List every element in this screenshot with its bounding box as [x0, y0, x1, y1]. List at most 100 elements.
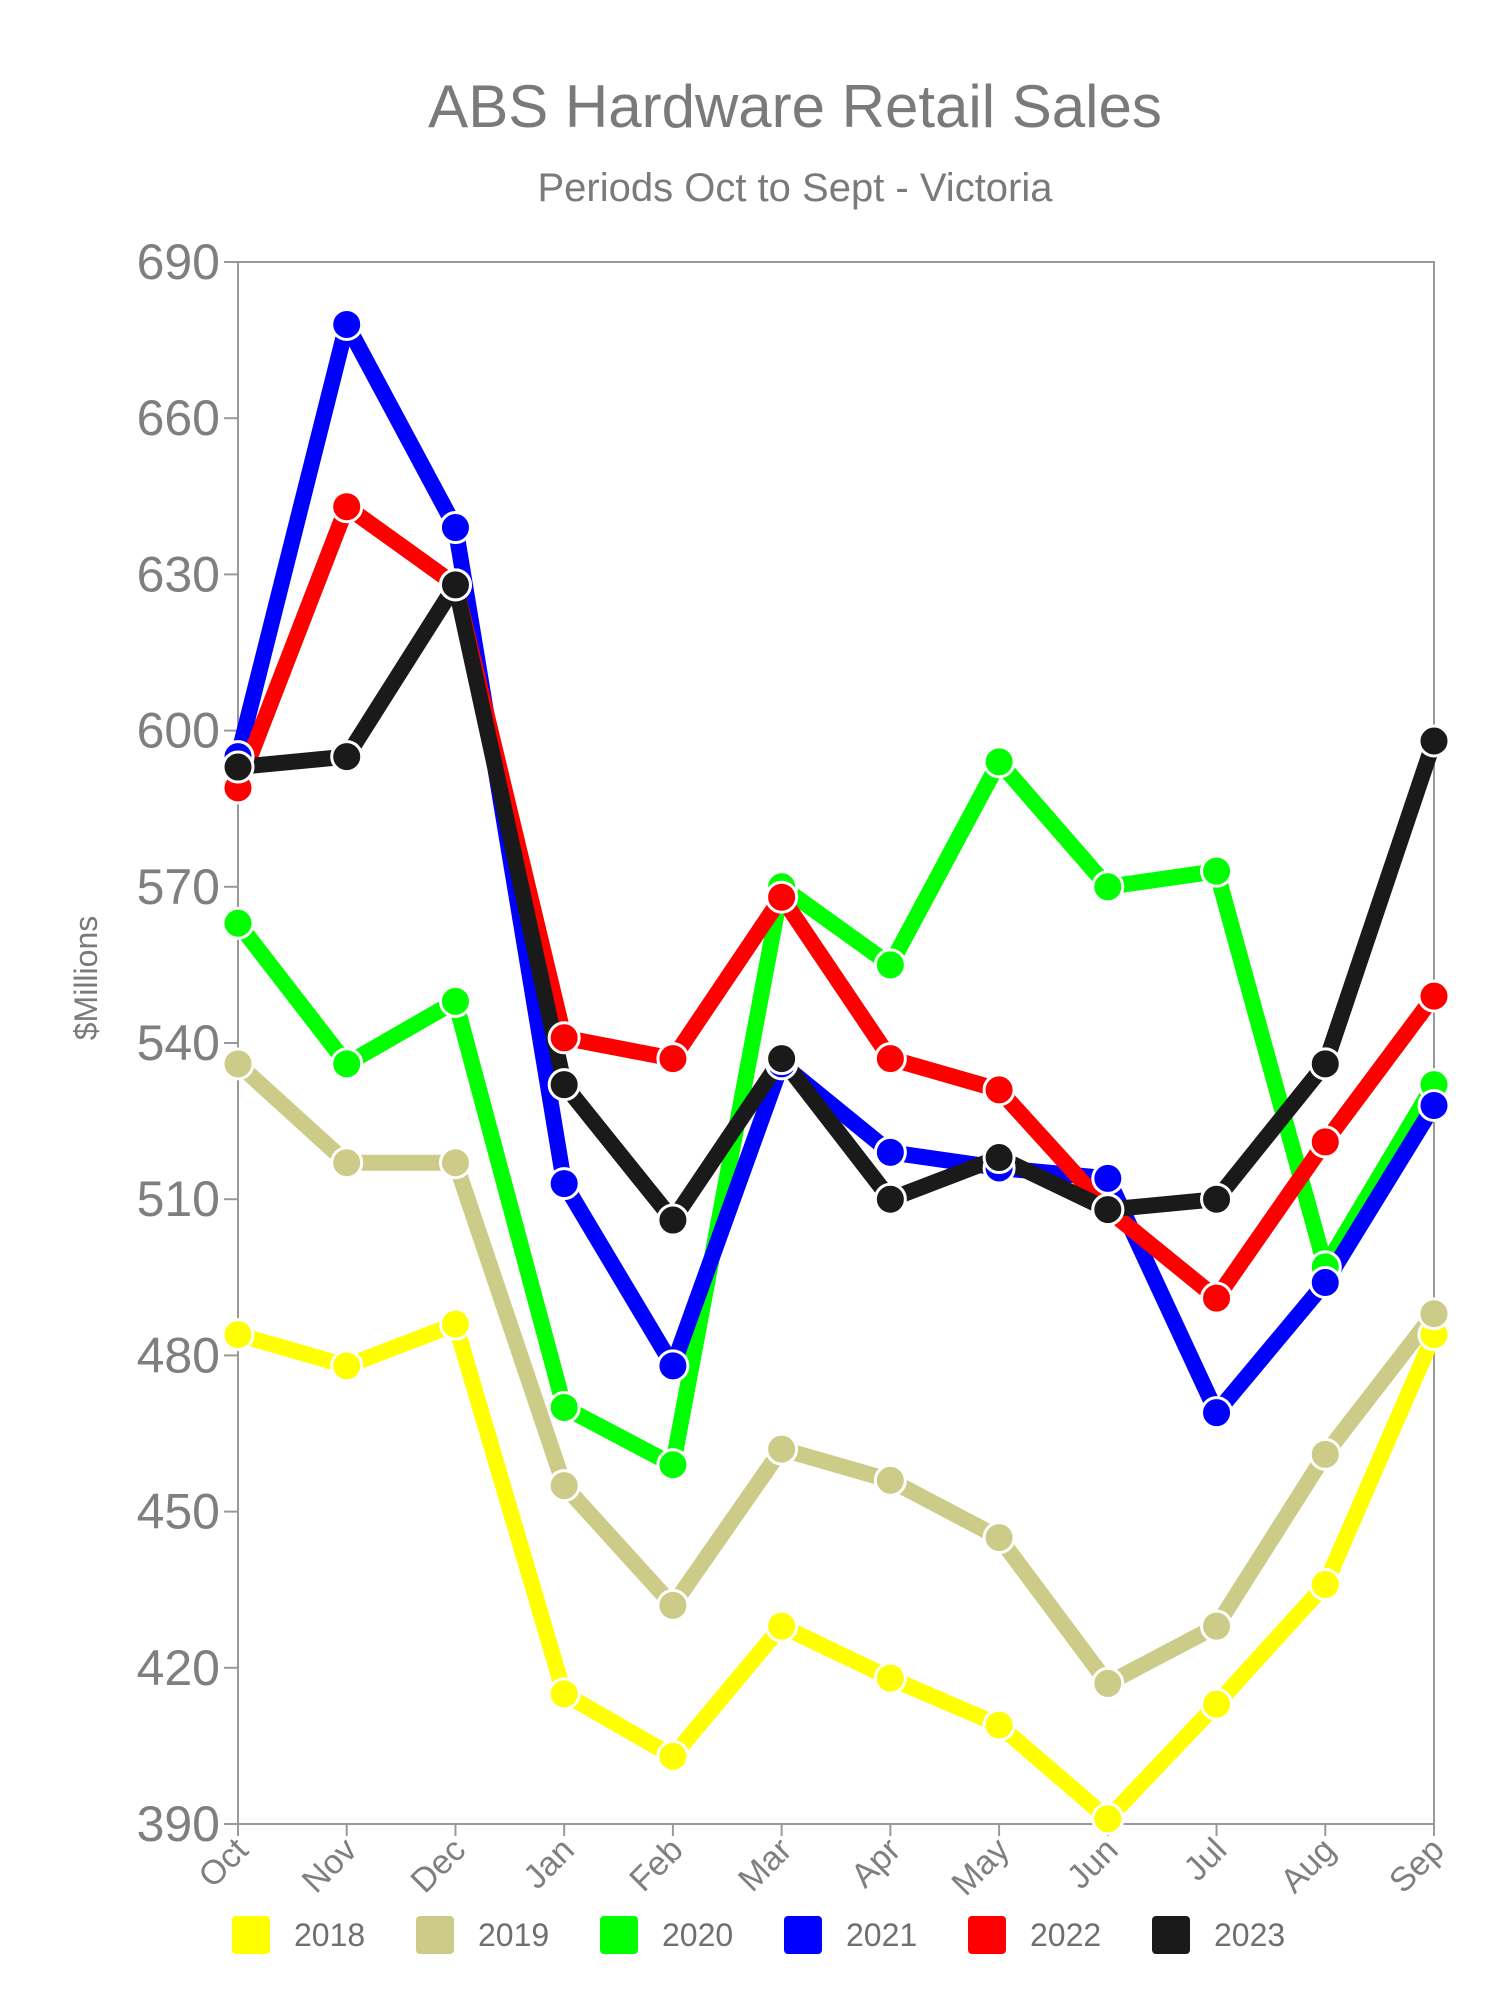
point-2019-Oct — [221, 1047, 255, 1081]
point-2020-Jul — [1200, 854, 1234, 888]
point-2019-Aug — [1308, 1437, 1342, 1471]
point-2018-May — [982, 1708, 1016, 1742]
point-2020-Jan — [547, 1390, 581, 1424]
point-2022-Mar — [765, 880, 799, 914]
point-2020-Dec — [438, 984, 472, 1018]
point-2020-Feb — [656, 1448, 690, 1482]
point-2021-Sep — [1417, 1088, 1451, 1122]
point-2023-Dec — [438, 568, 472, 602]
y-tick-label: 570 — [137, 859, 220, 915]
legend-label-2022: 2022 — [1030, 1917, 1101, 1953]
y-tick-label: 390 — [137, 1796, 220, 1852]
x-tick-label: Sep — [1382, 1831, 1452, 1901]
legend-swatch-2020 — [600, 1916, 638, 1954]
y-tick-label: 420 — [137, 1640, 220, 1696]
point-2021-Feb — [656, 1349, 690, 1383]
y-tick-label: 480 — [137, 1327, 220, 1383]
x-tick-label: May — [944, 1831, 1016, 1903]
point-2019-Mar — [765, 1432, 799, 1466]
point-2023-Feb — [656, 1203, 690, 1237]
plot-area-frame — [237, 261, 1435, 1825]
point-2018-Oct — [221, 1318, 255, 1352]
x-tick-label: Jan — [516, 1831, 582, 1897]
point-2019-Jun — [1091, 1666, 1125, 1700]
point-2018-Apr — [873, 1661, 907, 1695]
series-markers — [221, 307, 1451, 1836]
point-2023-May — [982, 1141, 1016, 1175]
point-2020-Jun — [1091, 870, 1125, 904]
point-2019-Dec — [438, 1146, 472, 1180]
point-2021-Jun — [1091, 1161, 1125, 1195]
point-2021-Aug — [1308, 1266, 1342, 1300]
legend-swatch-2022 — [968, 1916, 1006, 1954]
x-tick-label: Dec — [403, 1831, 473, 1901]
y-tick-label: 600 — [137, 703, 220, 759]
x-axis: Oct Nov Dec Jan Feb Mar Apr May Jun Jul Aug Sep — [191, 1824, 1452, 1903]
point-2023-Sep — [1417, 724, 1451, 758]
series-line-2021 — [230, 316, 1442, 1421]
point-2023-Oct — [221, 750, 255, 784]
point-2018-Dec — [438, 1307, 472, 1341]
legend-label-2018: 2018 — [294, 1917, 365, 1953]
point-2023-Jun — [1091, 1193, 1125, 1227]
point-2023-Apr — [873, 1182, 907, 1216]
point-2019-Jul — [1200, 1609, 1234, 1643]
legend-label-2023: 2023 — [1214, 1917, 1285, 1953]
point-2018-Jul — [1200, 1687, 1234, 1721]
chart-subtitle: Periods Oct to Sept - Victoria — [537, 166, 1053, 210]
legend-label-2019: 2019 — [478, 1917, 549, 1953]
x-tick-label: Apr — [844, 1831, 908, 1895]
point-2021-Nov — [330, 307, 364, 341]
point-2018-Nov — [330, 1349, 364, 1383]
legend-swatch-2019 — [416, 1916, 454, 1954]
point-2023-Mar — [765, 1042, 799, 1076]
legend-swatch-2023 — [1152, 1916, 1190, 1954]
point-2019-Jan — [547, 1469, 581, 1503]
point-2020-Nov — [330, 1047, 364, 1081]
legend-label-2021: 2021 — [846, 1917, 917, 1953]
point-2019-Sep — [1417, 1297, 1451, 1331]
point-2019-May — [982, 1521, 1016, 1555]
point-2020-Oct — [221, 906, 255, 940]
point-2022-Feb — [656, 1042, 690, 1076]
point-2023-Jan — [547, 1068, 581, 1102]
series-line-2019 — [230, 1055, 1442, 1692]
point-2023-Nov — [330, 740, 364, 774]
point-2018-Mar — [765, 1609, 799, 1643]
chart-title: ABS Hardware Retail Sales — [428, 73, 1162, 140]
point-2019-Nov — [330, 1146, 364, 1180]
y-tick-label: 690 — [137, 234, 220, 290]
point-2023-Jul — [1200, 1182, 1234, 1216]
legend-label-2020: 2020 — [662, 1917, 733, 1953]
point-2018-Jun — [1091, 1802, 1125, 1836]
point-2021-Jul — [1200, 1396, 1234, 1430]
point-2018-Aug — [1308, 1567, 1342, 1601]
point-2022-May — [982, 1073, 1016, 1107]
x-tick-label: Mar — [731, 1831, 799, 1899]
point-2019-Apr — [873, 1463, 907, 1497]
series-line-2020 — [230, 753, 1442, 1473]
y-tick-label: 510 — [137, 1171, 220, 1227]
point-2022-Apr — [873, 1042, 907, 1076]
x-tick-label: Feb — [622, 1831, 690, 1899]
point-2021-Jan — [547, 1167, 581, 1201]
point-2020-May — [982, 745, 1016, 779]
point-2022-Jan — [547, 1021, 581, 1055]
legend-swatch-2021 — [784, 1916, 822, 1954]
x-tick-label: Aug — [1273, 1831, 1343, 1901]
y-axis: 690 660 630 600 570 540 510 480 450 420 390 — [137, 234, 238, 1852]
point-2018-Feb — [656, 1739, 690, 1773]
series-line-2022 — [230, 498, 1442, 1307]
x-tick-label: Jul — [1177, 1831, 1235, 1889]
y-tick-label: 450 — [137, 1484, 220, 1540]
series-line-2018 — [230, 1316, 1442, 1827]
y-tick-label: 540 — [137, 1015, 220, 1071]
x-tick-label: Nov — [295, 1831, 365, 1901]
point-2021-Apr — [873, 1135, 907, 1169]
series-line-2023 — [230, 576, 1442, 1229]
point-2019-Feb — [656, 1588, 690, 1622]
series-lines — [230, 316, 1442, 1827]
point-2022-Aug — [1308, 1125, 1342, 1159]
legend: 2018 2019 2020 2021 2022 2023 — [232, 1916, 1285, 1954]
